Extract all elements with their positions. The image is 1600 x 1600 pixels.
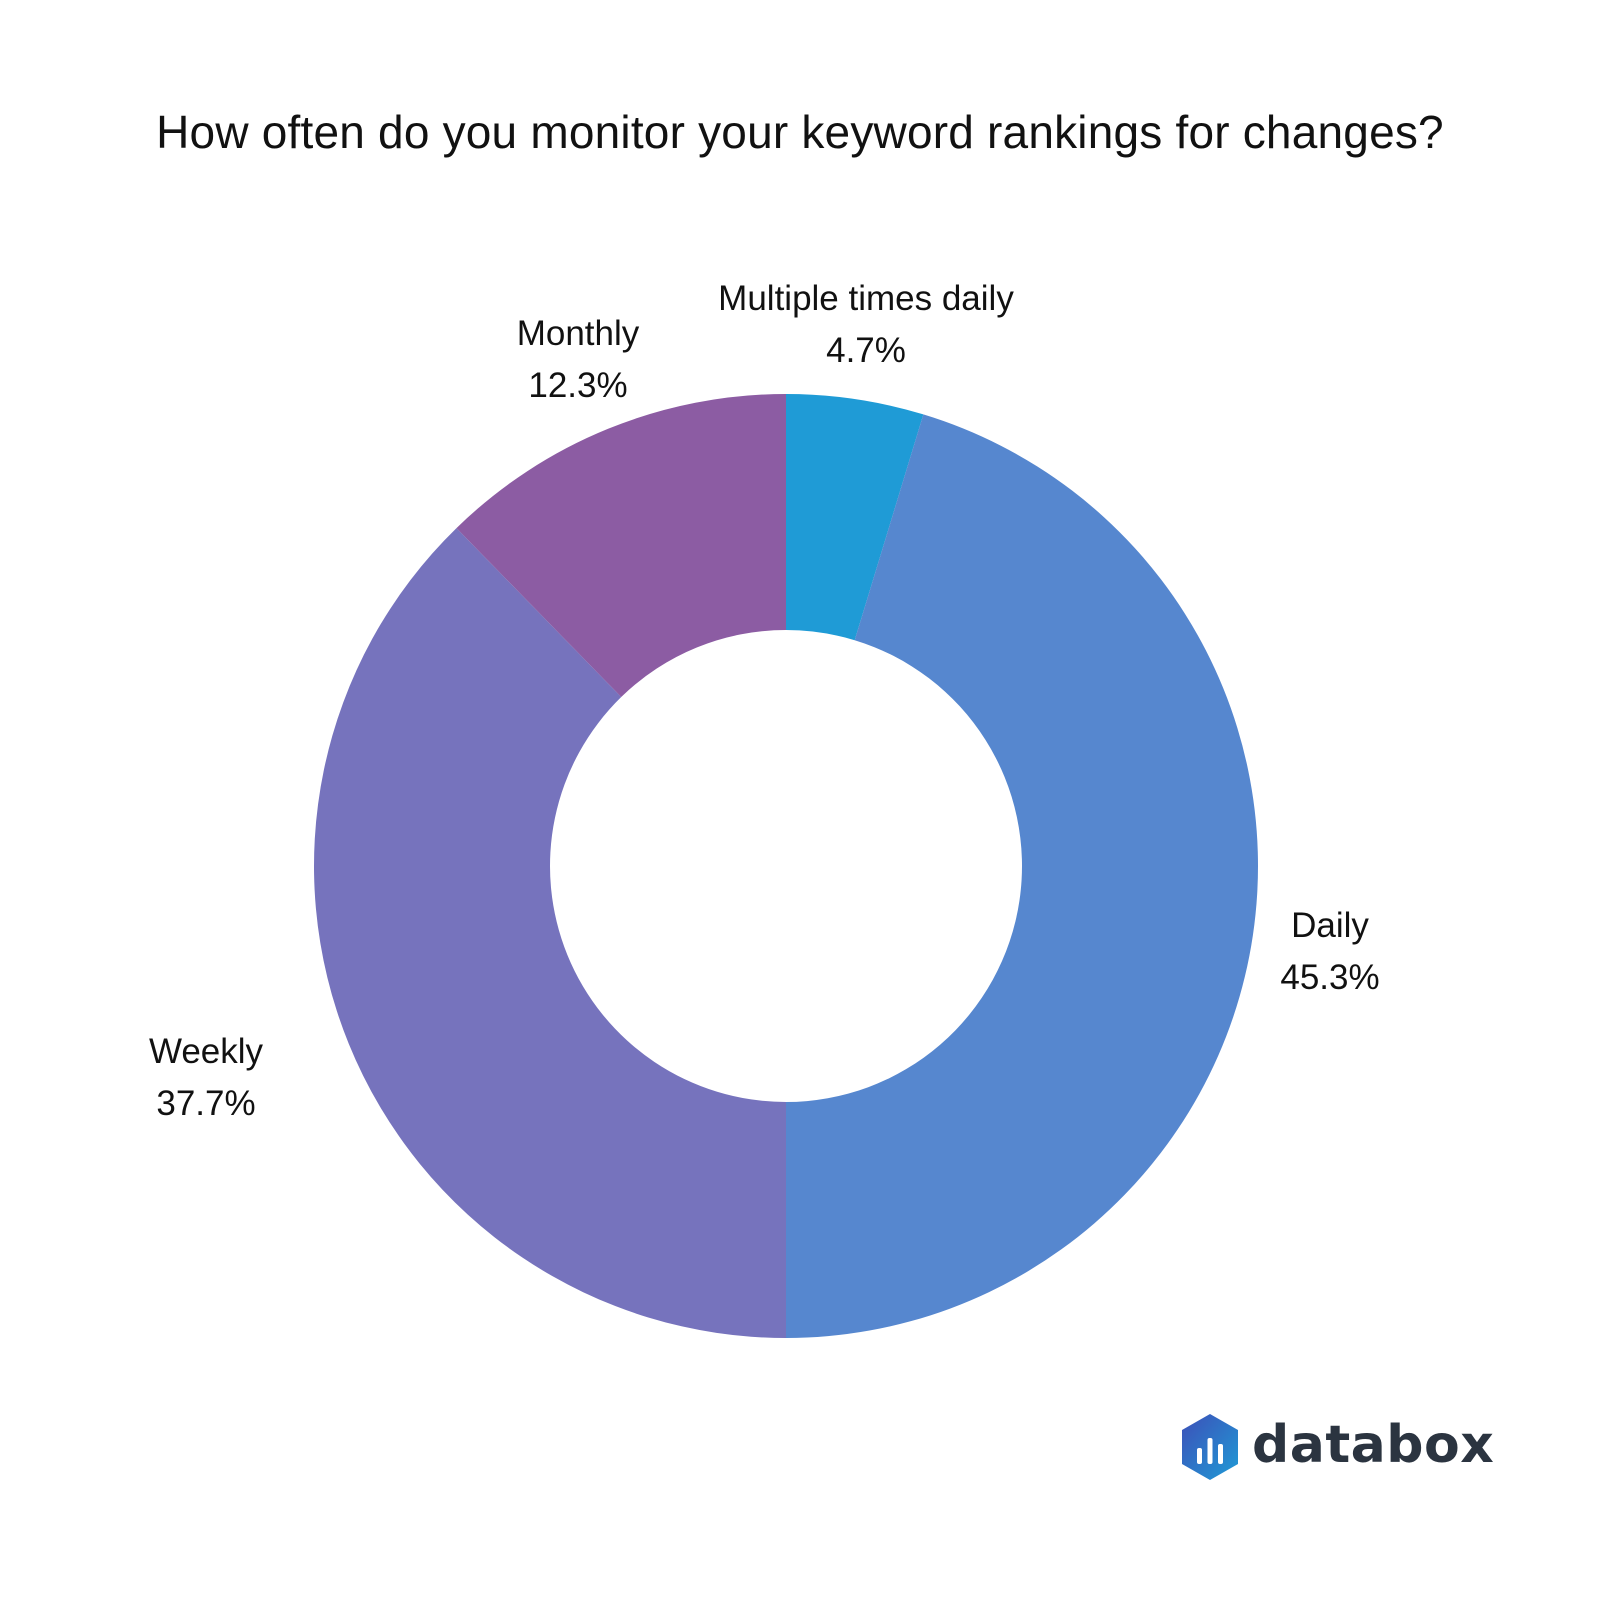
slice-label-name: Daily [1291, 906, 1369, 945]
slice-label-name: Weekly [149, 1032, 264, 1071]
slice-label-name: Multiple times daily [718, 279, 1014, 318]
slice-daily [786, 414, 1259, 1339]
slice-label-value: 12.3% [528, 366, 627, 405]
slice-label-value: 4.7% [826, 331, 906, 370]
slice-labels: Multiple times daily 4.7% Daily 45.3% Weekly… [149, 279, 1380, 1123]
slice-label-value: 45.3% [1280, 958, 1379, 997]
donut-slices [313, 394, 1259, 1339]
slice-monthly [456, 394, 786, 698]
databox-wordmark: databox [1252, 1415, 1495, 1475]
slice-weekly [313, 528, 786, 1338]
databox-logo-icon [1182, 1414, 1238, 1480]
slice-label-name: Monthly [517, 314, 640, 353]
databox-logo: databox [1178, 1412, 1494, 1484]
slice-multiple-times-daily [786, 394, 924, 641]
slice-label-value: 37.7% [156, 1084, 255, 1123]
chart-title: How often do you monitor your keyword ra… [156, 106, 1444, 158]
